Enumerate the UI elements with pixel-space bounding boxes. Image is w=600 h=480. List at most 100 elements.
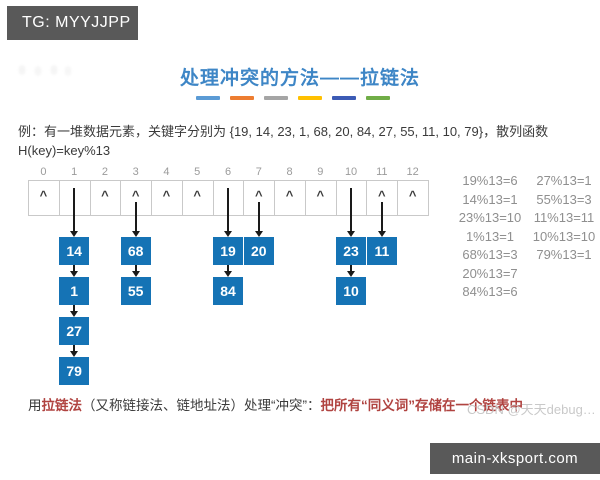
csdn-watermark: CSDN @天天debug… bbox=[467, 402, 596, 417]
hash-calculation: 68%13=3 bbox=[462, 247, 518, 262]
slot-index-label: 10 bbox=[344, 166, 358, 178]
chain-node: 23 bbox=[336, 237, 367, 265]
arrow-shaft bbox=[73, 188, 76, 233]
hash-calculation: 14%13=1 bbox=[462, 191, 518, 207]
arrow-shaft bbox=[350, 188, 353, 233]
telegram-badge-label: TG: MYYJJPP bbox=[22, 14, 131, 31]
footer-definition-text: 用拉链法（又称链接法、链地址法）处理“冲突”：把所有“同义词”存储在一个链表中 bbox=[28, 397, 523, 415]
chain-node: 55 bbox=[120, 277, 151, 305]
null-pointer-symbol: ^ bbox=[193, 188, 202, 203]
hash-calculation: 79%13=1 bbox=[536, 247, 592, 262]
arrow-shaft bbox=[350, 265, 353, 273]
divider-dash bbox=[298, 96, 322, 100]
example-line-1: 例：有一堆数据元素，关键字分别为 {19, 14, 23, 1, 68, 20,… bbox=[18, 124, 549, 139]
divider-dash bbox=[264, 96, 288, 100]
arrow-head bbox=[347, 271, 356, 277]
chain-node: 27 bbox=[59, 317, 90, 345]
arrow-shaft bbox=[134, 202, 137, 233]
arrow-shaft bbox=[227, 188, 229, 233]
arrow-shaft bbox=[73, 345, 76, 353]
arrow-shaft bbox=[73, 265, 76, 273]
chain-node: 1 bbox=[59, 277, 90, 305]
hash-table-cell bbox=[28, 180, 60, 216]
null-pointer-symbol: ^ bbox=[39, 188, 48, 203]
example-text: 例：有一堆数据元素，关键字分别为 {19, 14, 23, 1, 68, 20,… bbox=[18, 122, 548, 160]
slot-index-label: 9 bbox=[317, 166, 324, 178]
slot-index-label: 4 bbox=[163, 166, 170, 178]
chain-node: 79 bbox=[59, 357, 90, 385]
title-divider bbox=[196, 96, 390, 100]
arrow-head bbox=[377, 231, 386, 237]
slot-index-label: 11 bbox=[376, 166, 388, 178]
down-arrow bbox=[377, 202, 386, 237]
slot-index-label: 12 bbox=[406, 166, 419, 178]
page-title: 处理冲突的方法——拉链法 bbox=[179, 68, 420, 89]
chain-node: 68 bbox=[120, 237, 151, 265]
arrow-shaft bbox=[257, 202, 260, 233]
arrow-head bbox=[224, 231, 232, 237]
telegram-badge: TG: MYYJJPP bbox=[7, 6, 138, 40]
divider-dash bbox=[230, 96, 254, 100]
arrow-head bbox=[131, 271, 140, 277]
chain-node: 19 bbox=[213, 237, 243, 265]
hash-calculation: 20%13=7 bbox=[462, 265, 518, 281]
site-badge: main-xksport.com bbox=[430, 443, 600, 474]
slot-index-label: 2 bbox=[101, 166, 108, 178]
null-pointer-symbol: ^ bbox=[378, 188, 386, 203]
arrow-head bbox=[70, 231, 79, 237]
slot-index-label: 6 bbox=[224, 166, 232, 178]
hash-calculation: 27%13=1 bbox=[536, 173, 592, 188]
divider-dash bbox=[332, 96, 356, 100]
null-pointer-symbol: ^ bbox=[162, 188, 171, 203]
down-arrow bbox=[224, 188, 232, 237]
hash-calculation: 55%13=3 bbox=[536, 191, 592, 207]
null-pointer-symbol: ^ bbox=[101, 188, 109, 203]
footer-text-segment: 拉链法 bbox=[41, 398, 83, 413]
slot-index-label: 0 bbox=[40, 166, 47, 178]
arrow-head bbox=[254, 231, 263, 237]
hash-calculation: 19%13=6 bbox=[462, 173, 518, 188]
chain-node: 11 bbox=[366, 237, 397, 265]
down-arrow bbox=[70, 265, 79, 277]
null-pointer-symbol: ^ bbox=[285, 188, 294, 203]
hash-table-cell bbox=[151, 180, 183, 216]
hash-calculation: 84%13=6 bbox=[462, 284, 518, 299]
arrow-shaft bbox=[380, 202, 383, 233]
hash-calculations-column-1: 19%13=6 14%13=1 23%13=10 1%13=1 68%13=3 20%13… bbox=[448, 172, 532, 302]
down-arrow bbox=[347, 265, 356, 277]
hash-calculations-column-2: 27%13=1 55%13=3 11%13=11 10%13=10 79%13=1 bbox=[525, 172, 600, 265]
divider-dash bbox=[196, 96, 220, 100]
arrow-head bbox=[70, 311, 79, 317]
arrow-head bbox=[224, 271, 232, 277]
chain-node: 10 bbox=[336, 277, 367, 305]
slot-index-label: 5 bbox=[194, 166, 201, 178]
null-pointer-symbol: ^ bbox=[131, 188, 140, 203]
arrow-shaft bbox=[134, 265, 137, 273]
null-pointer-symbol: ^ bbox=[408, 188, 417, 203]
chain-node: 84 bbox=[213, 277, 243, 305]
hash-calculation: 23%13=10 bbox=[458, 210, 522, 225]
down-arrow bbox=[70, 345, 79, 357]
footer-text-segment: （又称链接法、链地址法）处理“冲突”： bbox=[82, 398, 321, 413]
down-arrow bbox=[70, 188, 79, 237]
down-arrow bbox=[70, 305, 79, 317]
slot-index-label: 1 bbox=[71, 166, 78, 178]
slot-index-label: 7 bbox=[255, 166, 262, 178]
site-badge-label: main-xksport.com bbox=[451, 450, 579, 467]
hash-calculation: 11%13=11 bbox=[533, 210, 595, 225]
arrow-head bbox=[70, 351, 79, 357]
arrow-head bbox=[347, 231, 356, 237]
down-arrow bbox=[131, 202, 140, 237]
chain-node: 20 bbox=[243, 237, 274, 265]
down-arrow bbox=[254, 202, 263, 237]
footer-text-segment: 用 bbox=[28, 398, 42, 413]
down-arrow bbox=[347, 188, 356, 237]
example-line-2: H(key)=key%13 bbox=[18, 143, 111, 158]
arrow-head bbox=[70, 271, 79, 277]
down-arrow bbox=[224, 265, 232, 277]
down-arrow bbox=[131, 265, 140, 277]
hash-calculation: 10%13=10 bbox=[532, 228, 596, 244]
faint-watermark bbox=[8, 60, 80, 80]
footer-text-segment: 把所有“同义词”存储在一个链表中 bbox=[320, 398, 524, 413]
